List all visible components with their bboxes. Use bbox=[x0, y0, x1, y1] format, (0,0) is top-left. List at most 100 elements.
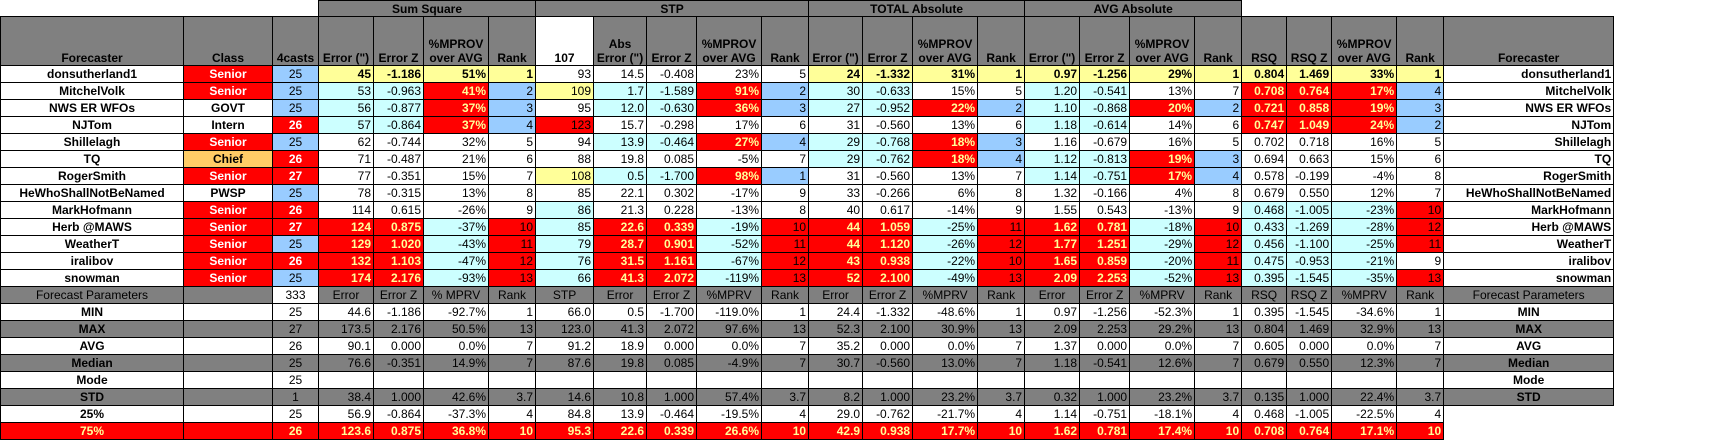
cell: 85 bbox=[535, 184, 595, 202]
cell: 1.62 bbox=[1024, 422, 1081, 440]
cell: 13% bbox=[912, 116, 979, 134]
cell: 10 bbox=[1396, 201, 1445, 219]
cell: 0.804 bbox=[1241, 320, 1288, 338]
cell: -37% bbox=[423, 218, 489, 236]
cell: 123.6 bbox=[318, 422, 374, 440]
cell: -13% bbox=[1129, 201, 1196, 219]
cell: 1 bbox=[487, 65, 537, 83]
cell: 2.09 bbox=[1024, 269, 1081, 287]
cell: 0.663 bbox=[1286, 150, 1333, 168]
cell: 4 bbox=[977, 150, 1026, 168]
parameter-label-right bbox=[1443, 422, 1614, 440]
cell: 2.176 bbox=[373, 269, 424, 287]
cell: 79 bbox=[535, 235, 595, 253]
cell: 7 bbox=[1396, 184, 1445, 202]
cell: 13 bbox=[977, 320, 1026, 338]
parameter-header-23: Rank bbox=[1396, 286, 1445, 304]
cell: -18% bbox=[1129, 218, 1196, 236]
cell: 4 bbox=[487, 405, 537, 423]
cell: -4% bbox=[1331, 167, 1398, 185]
cell: 10 bbox=[1194, 422, 1243, 440]
cell: 20% bbox=[1129, 99, 1196, 117]
parameter-label: Mode bbox=[0, 371, 184, 389]
cell bbox=[808, 371, 864, 389]
cell: 2.072 bbox=[646, 320, 698, 338]
cell: 0.433 bbox=[1241, 218, 1288, 236]
cell: 14% bbox=[1129, 116, 1196, 134]
cell: 0.0% bbox=[423, 337, 489, 355]
parameter-header-5: % MPRV bbox=[423, 286, 489, 304]
column-header-row: Forecaster Class 4casts Error (") Error Z %MP… bbox=[0, 16, 1615, 66]
column-header-22: %MPROV over AVG bbox=[1331, 16, 1398, 66]
cell: -0.315 bbox=[373, 184, 424, 202]
forecaster-name-right: Herb @MAWS bbox=[1443, 218, 1615, 236]
cell bbox=[977, 371, 1026, 389]
cell: 0.708 bbox=[1241, 422, 1288, 440]
cell: 29% bbox=[1129, 65, 1196, 83]
cell bbox=[183, 354, 273, 372]
cell: 1 bbox=[761, 303, 810, 321]
cell: 10 bbox=[761, 422, 810, 440]
class-badge: Senior bbox=[183, 133, 273, 151]
column-header-3: Error (") bbox=[318, 16, 374, 66]
cell: 31% bbox=[912, 65, 979, 83]
cell bbox=[423, 371, 489, 389]
cell: 4 bbox=[977, 405, 1026, 423]
cell: 7 bbox=[487, 354, 537, 372]
cell: 87.6 bbox=[535, 354, 595, 372]
cell: 0.339 bbox=[646, 218, 698, 236]
cell: 94 bbox=[535, 133, 595, 151]
cell: 1.469 bbox=[1286, 320, 1333, 338]
cell: 26 bbox=[272, 422, 319, 440]
cell: -25% bbox=[912, 218, 979, 236]
cell: 1 bbox=[977, 303, 1026, 321]
cell: 23% bbox=[696, 65, 763, 83]
cell: 13 bbox=[761, 269, 810, 287]
group-header-1: STP bbox=[535, 0, 810, 17]
cell: 10 bbox=[487, 422, 537, 440]
cell: 8 bbox=[1194, 184, 1243, 202]
cell: -0.762 bbox=[862, 150, 914, 168]
cell: -48.6% bbox=[912, 303, 979, 321]
parameter-label: 75% bbox=[0, 422, 184, 440]
cell: -0.351 bbox=[373, 167, 424, 185]
cell bbox=[912, 371, 979, 389]
cell: 13 bbox=[977, 269, 1026, 287]
cell: -0.744 bbox=[373, 133, 424, 151]
cell bbox=[862, 371, 914, 389]
cell: -0.877 bbox=[373, 99, 424, 117]
cell: 0.0% bbox=[1129, 337, 1196, 355]
cell: 0.000 bbox=[646, 337, 698, 355]
cell: 1.000 bbox=[373, 388, 424, 406]
cell: 0.5 bbox=[593, 303, 648, 321]
cell: 23.2% bbox=[1129, 388, 1196, 406]
cell: 43 bbox=[808, 252, 864, 270]
cell: 37% bbox=[423, 99, 489, 117]
cell: -0.408 bbox=[646, 65, 698, 83]
cell: 1 bbox=[977, 65, 1026, 83]
cell: 0.781 bbox=[1079, 218, 1131, 236]
forecaster-name: NWS ER WFOs bbox=[0, 99, 184, 117]
parameter-header-1 bbox=[183, 286, 273, 304]
forecaster-name-right: NJTom bbox=[1443, 116, 1615, 134]
parameter-header-7: STP bbox=[535, 286, 595, 304]
cell: 29 bbox=[808, 133, 864, 151]
cell: 8 bbox=[1396, 167, 1445, 185]
cell: 12 bbox=[1396, 218, 1445, 236]
cell: 0.694 bbox=[1241, 150, 1288, 168]
forecaster-name: RogerSmith bbox=[0, 167, 184, 185]
cell: -0.560 bbox=[862, 116, 914, 134]
cell bbox=[183, 371, 273, 389]
forecast-count: 25 bbox=[272, 235, 319, 253]
cell: 0.395 bbox=[1241, 269, 1288, 287]
forecast-count: 27 bbox=[272, 218, 319, 236]
cell: 4 bbox=[761, 133, 810, 151]
cell bbox=[1396, 371, 1445, 389]
parameter-header-13: Error Z bbox=[862, 286, 914, 304]
cell: 15% bbox=[1331, 150, 1398, 168]
cell: 1.18 bbox=[1024, 354, 1081, 372]
cell: 28.7 bbox=[593, 235, 648, 253]
table-row: MitchelVolk Senior 25 53 -0.963 41% 2 109 1.7 -1.… bbox=[0, 82, 1615, 100]
parameter-header-12: Error bbox=[808, 286, 864, 304]
cell: 3 bbox=[487, 99, 537, 117]
